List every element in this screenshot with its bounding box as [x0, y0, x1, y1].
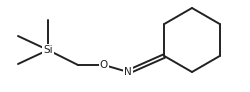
Text: N: N [124, 67, 132, 77]
Text: O: O [100, 60, 108, 70]
Text: Si: Si [43, 45, 53, 55]
